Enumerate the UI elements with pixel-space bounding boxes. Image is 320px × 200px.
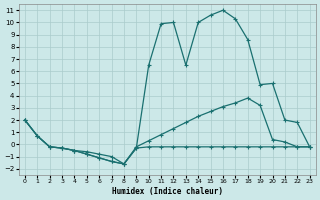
X-axis label: Humidex (Indice chaleur): Humidex (Indice chaleur) [112, 187, 223, 196]
